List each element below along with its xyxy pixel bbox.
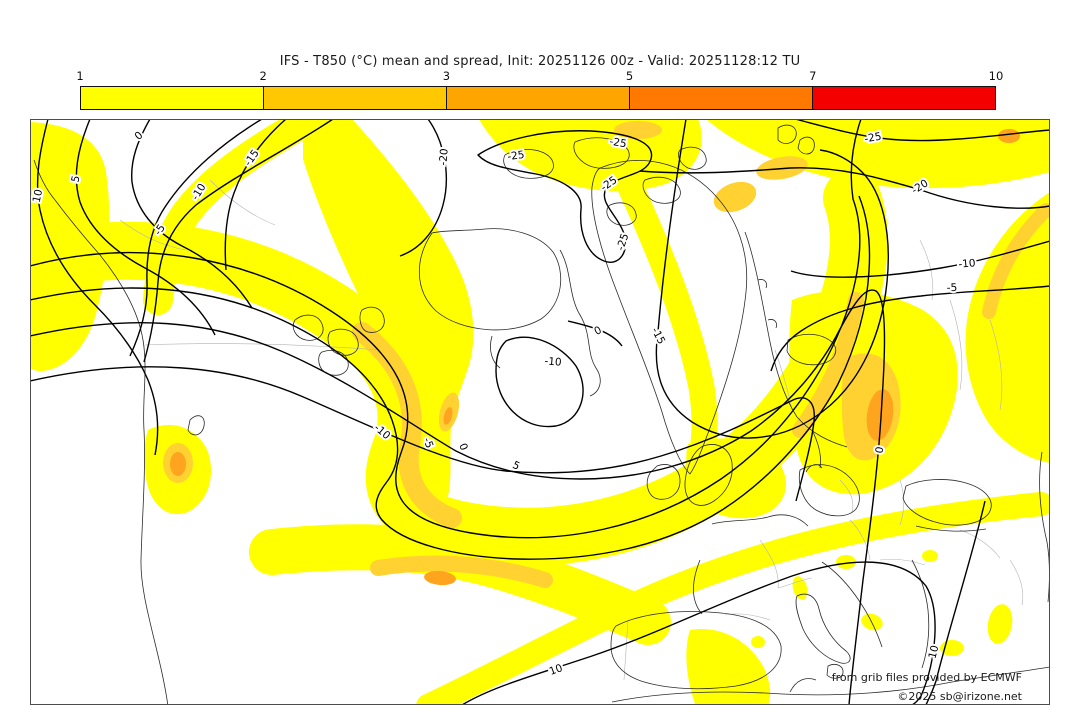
map-canvas: 10 5 0 -5 -10 -15 -20 -25 -25 -25 -25 -25 -20 -15 -10 0… bbox=[30, 119, 1050, 705]
colorbar-scale bbox=[80, 86, 996, 110]
colorbar-tick-7: 7 bbox=[809, 69, 817, 83]
colorbar-tick-1: 1 bbox=[76, 69, 84, 83]
chart-title: IFS - T850 (°C) mean and spread, Init: 2… bbox=[279, 54, 801, 69]
contour-label: 5 bbox=[510, 459, 521, 473]
contour-label: -25 bbox=[507, 149, 526, 163]
colorbar-tick-3: 3 bbox=[442, 69, 451, 83]
contour-label: 0 bbox=[456, 442, 470, 453]
contour-label: -25 bbox=[615, 232, 632, 252]
colorbar-segment-7-10 bbox=[813, 87, 995, 109]
spread-shading-layer bbox=[30, 119, 1050, 705]
colorbar-tick-2: 2 bbox=[259, 69, 267, 83]
colorbar-segment-5-7 bbox=[630, 87, 813, 109]
colorbar-segment-1-2 bbox=[81, 87, 264, 109]
colorbar-tick-10: 10 bbox=[988, 69, 1004, 83]
colorbar: 1 2 3 5 7 10 bbox=[76, 69, 1003, 110]
contour-label: -15 bbox=[649, 326, 668, 347]
contour-label: 10 bbox=[31, 188, 46, 204]
colorbar-segment-3-5 bbox=[447, 87, 630, 109]
contour-label: 10 bbox=[927, 644, 942, 660]
contour-label: -5 bbox=[946, 282, 957, 295]
attribution-copyright: ©2025 sb@irizone.net bbox=[897, 690, 1022, 703]
contour-label: -20 bbox=[437, 148, 450, 166]
map-border bbox=[30, 119, 1050, 705]
contour-label: -25 bbox=[864, 131, 883, 146]
attribution-source: from grib files provided by ECMWF bbox=[831, 671, 1022, 684]
contour-label: 10 bbox=[548, 662, 565, 678]
contour-label: -10 bbox=[544, 355, 562, 368]
contour-layer bbox=[30, 119, 1050, 705]
coastline-layer bbox=[33, 124, 1050, 705]
colorbar-segment-2-3 bbox=[264, 87, 447, 109]
contour-label: -25 bbox=[609, 136, 628, 151]
contour-label: -10 bbox=[958, 257, 976, 270]
colorbar-tick-5: 5 bbox=[625, 69, 634, 83]
